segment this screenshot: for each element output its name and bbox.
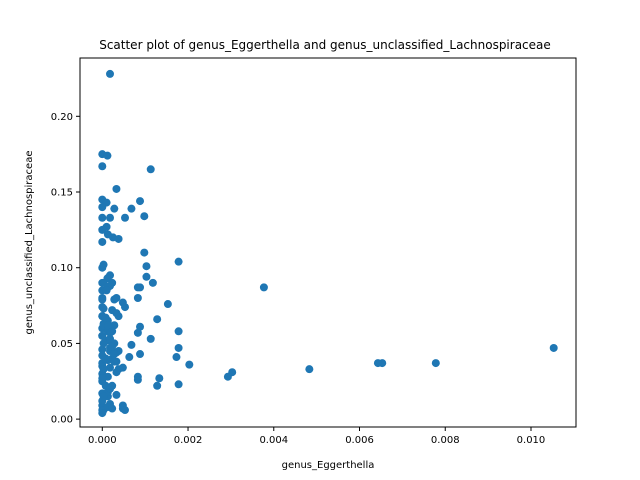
data-point (133, 328, 142, 337)
data-point (155, 374, 164, 383)
data-point (142, 262, 151, 271)
data-point (98, 409, 107, 418)
data-point (103, 230, 112, 239)
data-point (431, 359, 440, 368)
data-point (112, 293, 121, 302)
data-point (121, 213, 130, 222)
chart-title: Scatter plot of genus_Eggerthella and ge… (99, 38, 551, 52)
data-point (102, 286, 111, 295)
data-point (106, 69, 115, 78)
data-point (99, 365, 108, 374)
data-point (98, 203, 107, 212)
data-point (163, 300, 172, 309)
data-point (136, 283, 145, 292)
x-tick-label: 0.000 (88, 435, 117, 446)
data-point (112, 368, 121, 377)
data-point (174, 257, 183, 266)
data-point (106, 328, 115, 337)
data-point (101, 354, 110, 363)
data-point (98, 295, 107, 304)
x-tick-label: 0.004 (259, 435, 288, 446)
data-point (98, 331, 107, 340)
data-point (112, 390, 121, 399)
data-point (142, 272, 151, 281)
data-point (112, 357, 121, 366)
data-point (140, 212, 149, 221)
data-point (99, 304, 108, 313)
x-axis-ticks: 0.000 0.002 0.004 0.006 0.008 0.010 (88, 427, 545, 446)
y-axis-label: genus_unclassified_Lachnospiraceae (24, 151, 35, 335)
data-point (98, 374, 107, 383)
data-point (98, 345, 107, 354)
x-tick-label: 0.010 (517, 435, 546, 446)
y-tick-label: 0.00 (51, 415, 73, 426)
data-point (223, 372, 232, 381)
data-point (98, 278, 107, 287)
data-point (98, 162, 107, 171)
data-point (110, 321, 119, 330)
data-point (110, 350, 119, 359)
y-tick-label: 0.05 (51, 339, 73, 350)
data-point (98, 263, 107, 272)
data-point (148, 278, 157, 287)
data-point (103, 151, 112, 160)
data-point (98, 237, 107, 246)
data-point (305, 365, 314, 374)
x-tick-label: 0.006 (345, 435, 374, 446)
data-point (108, 404, 117, 413)
data-point (146, 334, 155, 343)
data-point (110, 204, 119, 213)
data-point (125, 353, 134, 362)
data-point (121, 303, 130, 312)
data-points (98, 69, 558, 418)
data-point (127, 340, 136, 349)
data-point (106, 363, 115, 372)
data-point (101, 313, 110, 322)
data-point (127, 204, 136, 213)
data-point (153, 381, 162, 390)
data-point (106, 334, 115, 343)
x-tick-label: 0.002 (174, 435, 203, 446)
data-point (146, 165, 155, 174)
y-axis-ticks: 0.00 0.05 0.10 0.15 0.20 (51, 112, 80, 426)
data-point (106, 213, 115, 222)
y-tick-label: 0.20 (51, 112, 73, 123)
data-point (121, 406, 130, 415)
data-point (136, 350, 145, 359)
data-point (174, 380, 183, 389)
data-point (114, 312, 123, 321)
data-point (98, 225, 107, 234)
data-point (174, 343, 183, 352)
data-point (373, 359, 382, 368)
data-point (153, 315, 162, 324)
data-point (185, 360, 194, 369)
data-point (172, 353, 181, 362)
data-point (99, 392, 108, 401)
data-point (98, 213, 107, 222)
data-point (114, 234, 123, 243)
data-point (549, 343, 558, 352)
data-point (136, 197, 145, 206)
data-point (99, 339, 108, 348)
data-point (103, 321, 112, 330)
x-tick-label: 0.008 (431, 435, 460, 446)
y-tick-label: 0.15 (51, 188, 73, 199)
data-point (106, 384, 115, 393)
data-point (133, 293, 142, 302)
data-point (174, 327, 183, 336)
data-point (108, 342, 117, 351)
data-point (259, 283, 268, 292)
x-axis-label: genus_Eggerthella (282, 460, 375, 471)
data-point (140, 248, 149, 257)
y-tick-label: 0.10 (51, 263, 73, 274)
data-point (133, 372, 142, 381)
plot-frame (79, 57, 577, 428)
data-point (112, 184, 121, 193)
data-point (136, 322, 145, 331)
